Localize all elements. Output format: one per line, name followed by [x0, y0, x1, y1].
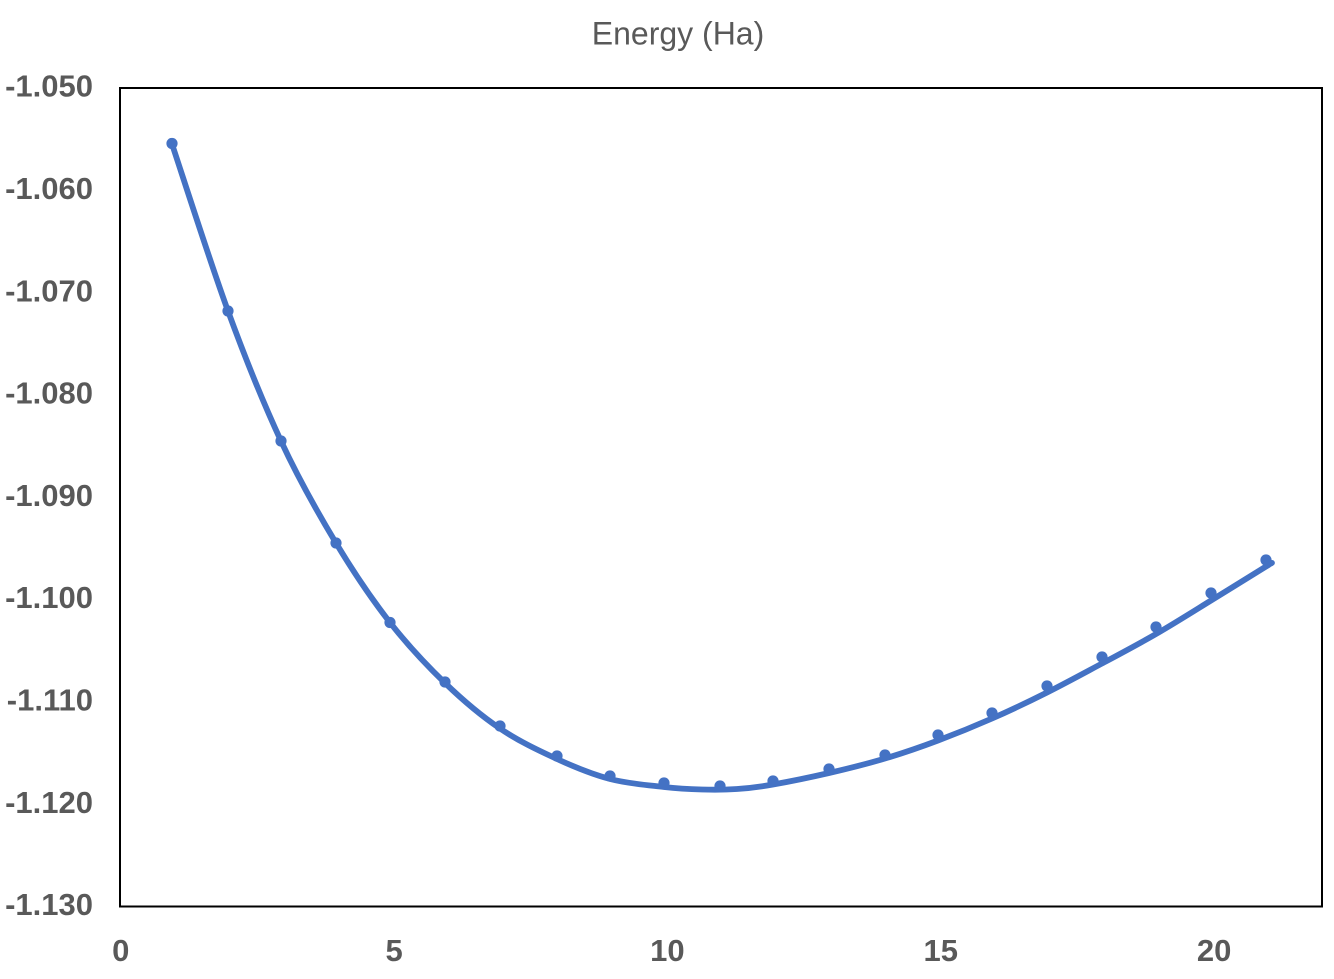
svg-text:0: 0 — [112, 933, 129, 968]
svg-text:-1.080: -1.080 — [5, 376, 93, 411]
svg-text:10: 10 — [650, 933, 684, 968]
svg-text:-1.120: -1.120 — [5, 785, 93, 820]
svg-text:-1.110: -1.110 — [7, 683, 93, 718]
svg-text:-1.090: -1.090 — [5, 478, 93, 513]
svg-text:-1.100: -1.100 — [5, 580, 93, 615]
svg-text:-1.060: -1.060 — [5, 171, 93, 206]
svg-text:-1.130: -1.130 — [5, 887, 93, 922]
svg-text:20: 20 — [1197, 933, 1231, 968]
svg-text:5: 5 — [385, 933, 402, 968]
svg-text:-1.070: -1.070 — [5, 273, 93, 308]
svg-text:Energy (Ha): Energy (Ha) — [592, 15, 765, 51]
svg-text:-1.050: -1.050 — [5, 69, 93, 104]
svg-text:15: 15 — [924, 933, 958, 968]
